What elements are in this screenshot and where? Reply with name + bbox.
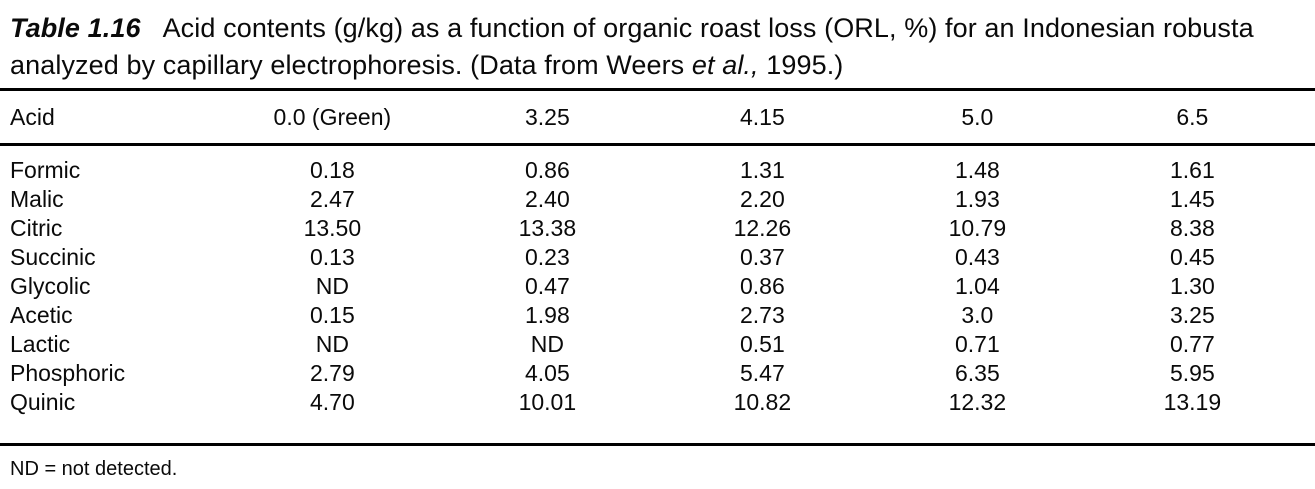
table-header-row: Acid 0.0 (Green) 3.25 4.15 5.0 6.5 bbox=[0, 88, 1315, 146]
value-cell: 1.04 bbox=[954, 273, 1000, 299]
spacer-cell bbox=[1300, 243, 1315, 272]
value-cell: 3.0 bbox=[961, 302, 994, 328]
value-cell: ND bbox=[315, 273, 349, 299]
value-cell: 3.25 bbox=[1169, 302, 1215, 328]
table-caption: Table 1.16 Acid contents (g/kg) as a func… bbox=[0, 10, 1315, 84]
table-row: Lactic ND ND 0.51 0.71 0.77 bbox=[0, 330, 1315, 359]
spacer-cell bbox=[1300, 145, 1315, 186]
table-caption-year: 1995.) bbox=[758, 50, 844, 80]
table-caption-etal: et al., bbox=[691, 50, 759, 80]
acid-name-cell: Quinic bbox=[0, 388, 225, 446]
value-cell: 1.45 bbox=[1169, 186, 1215, 212]
acid-name-cell: Phosphoric bbox=[10, 360, 126, 386]
table-row: Quinic 4.70 10.01 10.82 12.32 13.19 bbox=[0, 388, 1315, 446]
value-cell: 1.31 bbox=[739, 157, 785, 183]
spacer-cell bbox=[1300, 272, 1315, 301]
value-cell: 10.01 bbox=[439, 388, 655, 446]
column-header-orl-0: 0.0 (Green) bbox=[224, 88, 440, 146]
value-cell: 13.50 bbox=[303, 215, 362, 241]
value-cell: 0.15 bbox=[309, 302, 355, 328]
table-row: Succinic 0.13 0.23 0.37 0.43 0.45 bbox=[0, 243, 1315, 272]
spacer-cell bbox=[1300, 330, 1315, 359]
acid-name-cell: Malic bbox=[10, 186, 64, 212]
column-header-spacer bbox=[1299, 88, 1315, 146]
table-row: Glycolic ND 0.47 0.86 1.04 1.30 bbox=[0, 272, 1315, 301]
value-cell: 13.38 bbox=[518, 215, 577, 241]
spacer-cell bbox=[1300, 185, 1315, 214]
value-cell: 0.47 bbox=[524, 273, 570, 299]
value-cell: 6.35 bbox=[954, 360, 1000, 386]
acid-name-cell: Acetic bbox=[10, 302, 73, 328]
spacer-cell bbox=[1300, 301, 1315, 330]
spacer-cell bbox=[1300, 214, 1315, 243]
table-row: Formic 0.18 0.86 1.31 1.48 1.61 bbox=[0, 145, 1315, 186]
column-header-orl-4: 6.5 bbox=[1084, 88, 1300, 146]
value-cell: 10.79 bbox=[948, 215, 1007, 241]
value-cell: 0.71 bbox=[954, 331, 1000, 357]
value-cell: 12.26 bbox=[733, 215, 792, 241]
value-cell: ND bbox=[530, 331, 564, 357]
value-cell: 8.38 bbox=[1169, 215, 1215, 241]
value-cell: 13.19 bbox=[1084, 388, 1300, 446]
value-cell: 1.30 bbox=[1169, 273, 1215, 299]
column-header-orl-3: 5.0 bbox=[869, 88, 1085, 146]
table-caption-text: Acid contents (g/kg) as a function of or… bbox=[10, 13, 1254, 80]
value-cell: 0.23 bbox=[524, 244, 570, 270]
acid-name-cell: Formic bbox=[10, 157, 81, 183]
value-cell: 0.86 bbox=[524, 157, 570, 183]
value-cell: 0.18 bbox=[309, 157, 355, 183]
table-row: Phosphoric 2.79 4.05 5.47 6.35 5.95 bbox=[0, 359, 1315, 388]
value-cell: 1.93 bbox=[954, 186, 1000, 212]
acid-name-cell: Glycolic bbox=[10, 273, 91, 299]
value-cell: 12.32 bbox=[869, 388, 1085, 446]
value-cell: 2.47 bbox=[309, 186, 355, 212]
table-row: Citric 13.50 13.38 12.26 10.79 8.38 bbox=[0, 214, 1315, 243]
value-cell: 1.98 bbox=[524, 302, 570, 328]
value-cell: 0.51 bbox=[739, 331, 785, 357]
value-cell: 5.47 bbox=[739, 360, 785, 386]
value-cell: 0.45 bbox=[1169, 244, 1215, 270]
value-cell: 4.05 bbox=[524, 360, 570, 386]
value-cell: 5.95 bbox=[1169, 360, 1215, 386]
value-cell: 0.86 bbox=[739, 273, 785, 299]
value-cell: 0.77 bbox=[1169, 331, 1215, 357]
value-cell: ND bbox=[315, 331, 349, 357]
value-cell: 0.13 bbox=[309, 244, 355, 270]
table-row: Acetic 0.15 1.98 2.73 3.0 3.25 bbox=[0, 301, 1315, 330]
value-cell: 0.37 bbox=[739, 244, 785, 270]
table-caption-label: Table 1.16 bbox=[10, 13, 141, 43]
value-cell: 0.43 bbox=[954, 244, 1000, 270]
column-header-acid: Acid bbox=[0, 88, 225, 146]
acid-name-cell: Citric bbox=[10, 215, 63, 241]
value-cell: 2.73 bbox=[739, 302, 785, 328]
value-cell: 10.82 bbox=[654, 388, 870, 446]
column-header-orl-2: 4.15 bbox=[654, 88, 870, 146]
spacer-cell bbox=[1300, 359, 1315, 388]
column-header-orl-1: 3.25 bbox=[439, 88, 655, 146]
acid-name-cell: Succinic bbox=[10, 244, 96, 270]
table-row: Malic 2.47 2.40 2.20 1.93 1.45 bbox=[0, 185, 1315, 214]
value-cell: 2.40 bbox=[524, 186, 570, 212]
value-cell: 1.61 bbox=[1169, 157, 1215, 183]
acid-name-cell: Lactic bbox=[10, 331, 71, 357]
value-cell: 2.20 bbox=[739, 186, 785, 212]
value-cell: 4.70 bbox=[224, 388, 440, 446]
value-cell: 2.79 bbox=[309, 360, 355, 386]
value-cell: 1.48 bbox=[954, 157, 1000, 183]
table-footnote: ND = not detected. bbox=[10, 458, 178, 480]
spacer-cell bbox=[1299, 388, 1315, 446]
acid-contents-table: Acid 0.0 (Green) 3.25 4.15 5.0 6.5 Formi… bbox=[0, 88, 1315, 446]
